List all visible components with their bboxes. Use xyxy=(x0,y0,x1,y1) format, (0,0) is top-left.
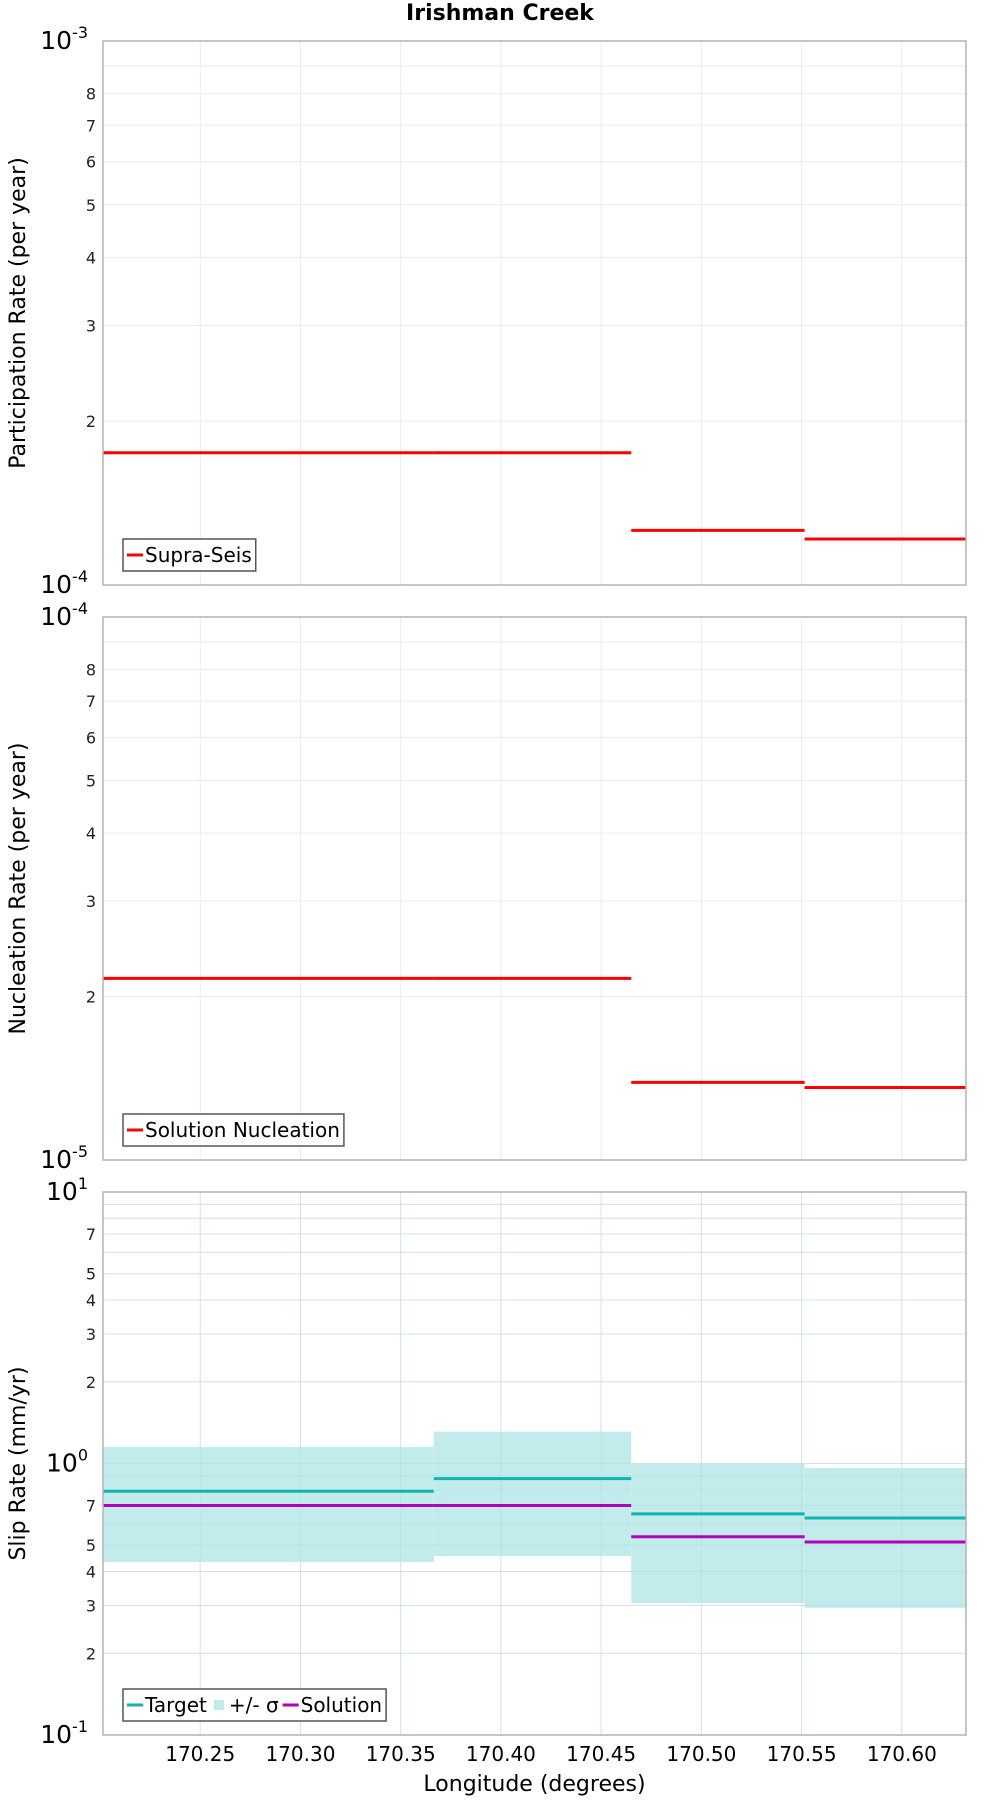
legend-label: Solution xyxy=(301,1693,382,1717)
y-tick-label: 5 xyxy=(86,1265,96,1284)
y-tick-label: 6 xyxy=(86,728,96,747)
x-tick-label: 170.35 xyxy=(366,1742,436,1766)
legend-box xyxy=(122,1113,345,1147)
y-tick-label: 8 xyxy=(86,85,96,104)
sigma-band xyxy=(631,1464,805,1604)
y-tick-label: 3 xyxy=(86,892,96,911)
y-tick-label: 5 xyxy=(86,771,96,790)
x-tick-label: 170.40 xyxy=(466,1742,536,1766)
chart-title: Irishman Creek xyxy=(406,1,594,26)
legend-box xyxy=(122,1688,387,1722)
plot-frame xyxy=(102,40,967,586)
y-tick-label: 6 xyxy=(86,153,96,172)
y-axis-title: Slip Rate (mm/yr) xyxy=(6,1366,31,1560)
legend: Solution Nucleation xyxy=(122,1113,345,1147)
x-tick-label: 170.30 xyxy=(265,1742,335,1766)
x-tick-label: 170.55 xyxy=(767,1742,837,1766)
y-tick-label: 2 xyxy=(86,988,96,1007)
y-tick-label: 5 xyxy=(86,1536,96,1555)
sigma-band xyxy=(804,1468,966,1608)
legend: Supra-Seis xyxy=(122,538,257,572)
y-tick-label: 10-5 xyxy=(40,1142,88,1174)
legend-label: Supra-Seis xyxy=(145,543,252,567)
y-tick-label: 100 xyxy=(46,1446,88,1478)
legend-label: Solution Nucleation xyxy=(145,1118,340,1142)
y-tick-label: 3 xyxy=(86,1325,96,1344)
y-tick-label: 10-4 xyxy=(40,567,88,599)
plot-frame xyxy=(102,1191,967,1736)
y-tick-label: 5 xyxy=(86,196,96,215)
x-axis-title: Longitude (degrees) xyxy=(423,1772,645,1797)
legend-swatch-box xyxy=(213,1700,224,1710)
y-tick-label: 7 xyxy=(86,692,96,711)
plot-panel-2: 10-4 8 7 6 5 4 3 2 10-5 Nucleation Rate (per year… xyxy=(6,599,967,1174)
y-tick-label: 4 xyxy=(86,824,96,843)
y-tick-label: 10-4 xyxy=(40,599,88,631)
y-tick-label: 2 xyxy=(86,1373,96,1392)
y-axis-title: Nucleation Rate (per year) xyxy=(6,743,31,1035)
x-tick-label: 170.50 xyxy=(666,1742,736,1766)
plot-panel-1: 10-3 8 7 6 5 4 3 2 10-4 Participation Rate (per y… xyxy=(6,23,967,599)
plot-panel-3: 101 7 5 4 3 2 100 7 5 4 3 2 10-1 Slip Rate (mm/yr) Tar… xyxy=(6,1174,967,1749)
y-tick-label: 2 xyxy=(86,412,96,431)
x-tick-label: 170.25 xyxy=(165,1742,235,1766)
legend: Target +/- σ Solution xyxy=(122,1688,387,1722)
legend-box xyxy=(122,538,257,572)
y-tick-label: 2 xyxy=(86,1644,96,1663)
y-tick-label: 10-3 xyxy=(40,23,88,55)
legend-label: +/- σ xyxy=(229,1693,279,1717)
legend-label: Target xyxy=(144,1693,207,1717)
y-tick-label: 4 xyxy=(86,1563,96,1582)
plot-frame xyxy=(102,616,967,1161)
y-tick-label: 7 xyxy=(86,116,96,135)
y-tick-label: 101 xyxy=(46,1174,88,1206)
y-tick-label: 4 xyxy=(86,1291,96,1310)
y-axis-title: Participation Rate (per year) xyxy=(6,157,31,469)
y-tick-label: 7 xyxy=(86,1225,96,1244)
y-tick-label: 8 xyxy=(86,661,96,680)
y-tick-label: 4 xyxy=(86,248,96,267)
sigma-band xyxy=(433,1431,632,1557)
y-tick-label: 7 xyxy=(86,1497,96,1516)
y-tick-label: 10-1 xyxy=(40,1717,88,1749)
y-tick-label: 3 xyxy=(86,316,96,335)
y-tick-label: 3 xyxy=(86,1596,96,1615)
x-tick-label: 170.45 xyxy=(566,1742,636,1766)
x-tick-label: 170.60 xyxy=(867,1742,937,1766)
